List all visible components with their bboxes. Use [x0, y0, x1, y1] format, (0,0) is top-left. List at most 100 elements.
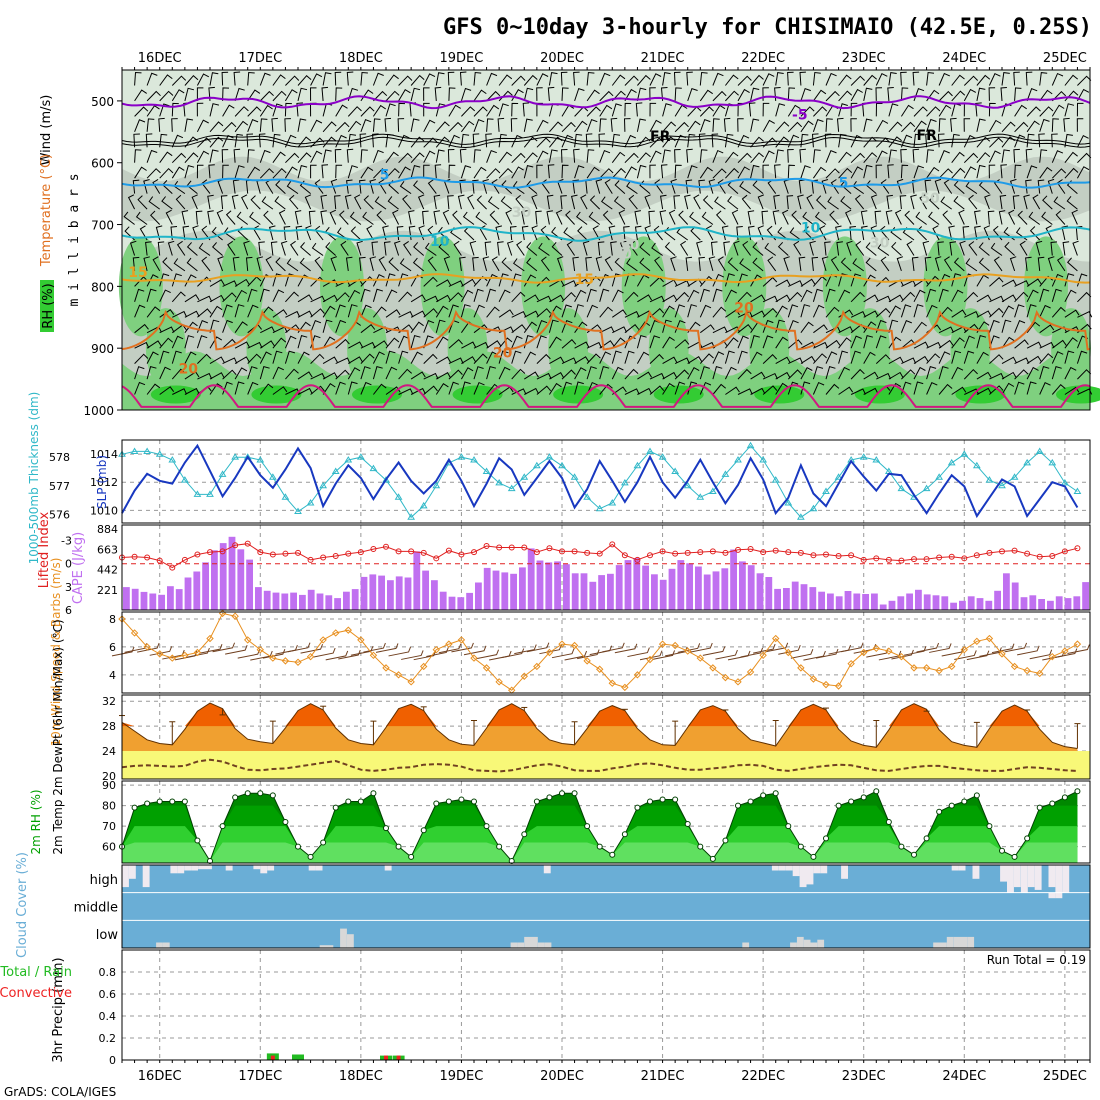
cape-bar	[202, 562, 209, 610]
wind-barb	[586, 166, 600, 179]
contour-label: 50	[920, 191, 940, 207]
wind-barb	[322, 121, 337, 133]
wind-barb	[348, 341, 364, 349]
cloud-bar-high	[785, 865, 793, 871]
wind-barb	[987, 210, 995, 225]
thickness-point	[432, 481, 441, 489]
li-point	[257, 549, 264, 556]
panel-frame-slp	[121, 439, 1091, 524]
wind-barb	[636, 351, 650, 364]
wind-barb	[384, 117, 392, 132]
wind-barb	[275, 180, 286, 194]
li-point	[999, 548, 1005, 555]
wind-barb	[369, 179, 376, 194]
wind-barb	[290, 240, 299, 256]
li-point	[823, 551, 829, 558]
wind-barb	[762, 102, 770, 117]
wind-barb	[146, 274, 159, 287]
wind-barb	[209, 149, 219, 163]
wind-barb	[890, 226, 902, 241]
cloud-bar-low	[524, 936, 531, 948]
wind-barb	[134, 166, 147, 179]
wind-barb	[1039, 288, 1050, 302]
wind-barb	[385, 151, 399, 163]
ylabel-wind10m: 10m Wind Speed & Barbs (m/s)	[49, 558, 63, 747]
wind-barb	[938, 273, 951, 287]
wind-barb	[201, 225, 211, 241]
wind-barb	[546, 194, 554, 210]
rh2m-point	[1049, 800, 1056, 807]
wind-barb	[146, 118, 155, 132]
cape-bar	[527, 548, 535, 610]
precip-total-bar	[292, 1054, 304, 1060]
wind-barb	[184, 294, 200, 303]
wind-barb	[1026, 165, 1038, 179]
wind-barb	[222, 319, 233, 333]
wind-barb	[222, 280, 238, 287]
wind-barb	[724, 366, 737, 380]
wind-barb	[259, 288, 270, 302]
wind-barb	[773, 194, 780, 210]
wind-barb	[247, 304, 259, 318]
wind-barb	[385, 167, 400, 179]
wind-barb	[549, 294, 565, 303]
wind-barb	[662, 103, 672, 117]
wind-barb	[447, 149, 455, 163]
wind-barb	[974, 225, 981, 241]
wind-barb	[1064, 103, 1075, 117]
wind-barb	[536, 164, 543, 179]
wind-barb	[825, 72, 837, 86]
wind-barb	[762, 307, 778, 318]
wind-barb	[196, 87, 204, 101]
wind-barb	[1045, 225, 1053, 241]
wind-barb	[1037, 179, 1045, 194]
wind-barb	[423, 372, 439, 380]
wind-barb	[360, 149, 368, 163]
wind-barb	[938, 326, 954, 334]
wind-barb	[698, 256, 705, 271]
temp-yellow-band	[122, 751, 1090, 779]
wind-barb	[861, 225, 868, 241]
wind-barb	[653, 225, 663, 241]
thickness-point	[1035, 447, 1044, 454]
wind-barb	[787, 87, 796, 101]
wind-barb	[865, 257, 877, 272]
wind-barb	[984, 194, 991, 210]
cape-bar	[703, 574, 711, 610]
thickness-point	[1073, 487, 1082, 495]
cloud-bar-low	[531, 936, 538, 948]
wind-barb	[322, 279, 338, 287]
wind-barb	[1012, 195, 1020, 210]
wind-barb	[427, 256, 437, 272]
wind-barb	[711, 133, 719, 148]
ylabel-cape: CAPE (J/kg)	[71, 532, 86, 604]
wind-barb	[329, 209, 337, 225]
wind-barb	[173, 258, 186, 272]
contour-label: -5	[792, 107, 808, 123]
wind-barb	[232, 179, 240, 194]
wind-barb	[272, 350, 283, 364]
contour-label: 15	[575, 272, 594, 288]
wind-barb	[460, 165, 472, 179]
wind-barb	[750, 334, 760, 349]
wind-barb	[310, 319, 322, 333]
cape-bar	[1064, 598, 1072, 610]
thickness-point	[495, 478, 504, 486]
wind-barb	[566, 240, 576, 256]
wind-barb	[347, 381, 358, 395]
wind-barb	[360, 106, 375, 117]
rh2m-point	[144, 800, 151, 807]
wind-barb	[286, 258, 299, 272]
wind-barb	[275, 257, 286, 272]
wind10m-barb	[941, 646, 965, 657]
wind-barb	[435, 121, 450, 133]
li-point	[383, 543, 389, 550]
wind-barb	[573, 148, 580, 163]
wind-barb	[548, 149, 558, 163]
wind-barb	[926, 149, 934, 163]
wind10m-barb	[966, 650, 990, 661]
panel-frame-pr	[121, 949, 1091, 1061]
wind-barb	[1063, 117, 1070, 132]
cape-bar	[615, 565, 623, 610]
wind-barb	[561, 319, 573, 333]
